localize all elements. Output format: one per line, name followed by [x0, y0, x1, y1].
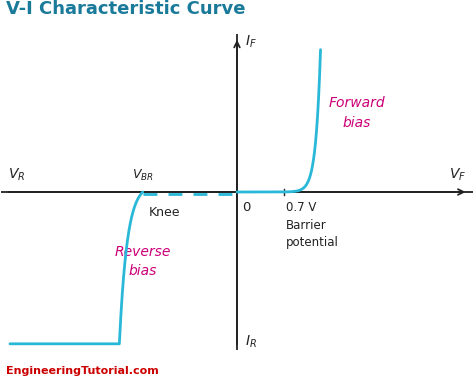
- Text: $V_R$: $V_R$: [8, 167, 25, 183]
- Text: $I_R$: $I_R$: [245, 334, 256, 350]
- Text: Knee: Knee: [149, 206, 181, 219]
- Text: $V_{BR}$: $V_{BR}$: [132, 168, 154, 183]
- Text: V-I Characteristic Curve: V-I Characteristic Curve: [6, 0, 245, 18]
- Text: $I_F$: $I_F$: [245, 33, 256, 50]
- Text: Barrier
potential: Barrier potential: [286, 219, 339, 249]
- Text: Reverse
bias: Reverse bias: [115, 245, 171, 278]
- Text: 0.7 V: 0.7 V: [286, 202, 317, 214]
- Text: $V_F$: $V_F$: [449, 167, 466, 183]
- Text: 0: 0: [242, 202, 251, 214]
- Text: EngineeringTutorial.com: EngineeringTutorial.com: [6, 366, 158, 376]
- Text: Forward
bias: Forward bias: [328, 96, 385, 130]
